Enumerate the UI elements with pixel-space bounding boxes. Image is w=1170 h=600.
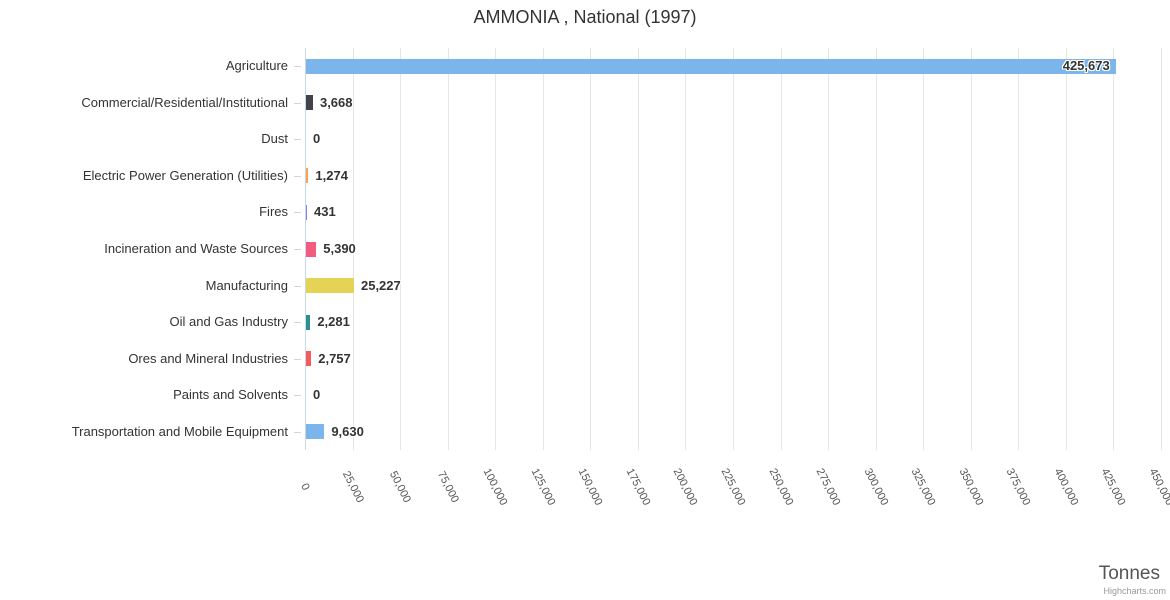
gridline <box>780 48 782 450</box>
category-axis-tick <box>294 66 301 67</box>
gridline <box>828 48 830 450</box>
gridline <box>923 48 925 450</box>
x-axis-tick-label: 250,000 <box>766 466 795 508</box>
x-axis-tick-label: 125,000 <box>528 466 558 508</box>
category-axis-tick <box>294 286 301 287</box>
category-label: Incineration and Waste Sources <box>104 241 288 256</box>
x-axis-tick-label: 425,000 <box>1099 466 1128 508</box>
x-axis-tick-label: 350,000 <box>956 466 986 508</box>
category-axis-tick <box>294 176 301 177</box>
x-axis-tick-label: 100,000 <box>480 466 510 508</box>
gridline <box>1018 48 1020 450</box>
gridline <box>352 48 354 450</box>
gridline <box>1161 48 1162 450</box>
x-axis-tick-label: 200,000 <box>671 466 700 508</box>
category-axis-tick <box>294 395 301 396</box>
value-label: 1,274 <box>315 167 348 183</box>
bar[interactable] <box>306 424 325 440</box>
gridline <box>400 48 402 450</box>
category-label: Commercial/Residential/Institutional <box>81 94 288 110</box>
value-label: 3,668 <box>319 94 353 110</box>
gridline <box>447 48 449 450</box>
category-label: Oil and Gas Industry <box>169 314 289 330</box>
x-axis-tick-label: 175,000 <box>623 466 653 508</box>
category-axis-tick <box>294 359 301 360</box>
bar[interactable] <box>306 314 311 330</box>
x-axis-tick-label: 75,000 <box>434 469 461 505</box>
value-label: 9,630 <box>331 423 364 439</box>
gridline <box>637 48 639 450</box>
gridline <box>495 48 497 450</box>
bar[interactable] <box>306 58 1116 74</box>
value-label: 0 <box>313 387 321 403</box>
x-axis-tick-label: 0 <box>298 481 312 493</box>
bar[interactable] <box>306 278 354 294</box>
gridline <box>875 48 877 450</box>
gridline <box>1113 48 1115 450</box>
category-axis-tick <box>294 249 301 250</box>
x-axis-tick-label: 400,000 <box>1051 466 1081 508</box>
category-axis-tick <box>294 432 301 433</box>
category-axis-tick <box>294 139 301 140</box>
category-axis-tick <box>294 322 301 323</box>
x-axis-tick-label: 450,000 <box>1146 466 1170 508</box>
gridline <box>1065 48 1067 450</box>
bar[interactable] <box>306 241 317 257</box>
gridline <box>590 48 592 450</box>
category-label: Electric Power Generation (Utilities) <box>82 167 288 183</box>
highcharts-credits[interactable]: Highcharts.com <box>1103 586 1166 596</box>
category-label: Dust <box>261 131 288 147</box>
gridline <box>970 48 972 450</box>
category-axis-line <box>305 48 306 450</box>
category-axis-tick <box>294 212 301 213</box>
value-label: 431 <box>314 204 336 220</box>
category-label: Paints and Solvents <box>173 387 288 403</box>
category-label: Agriculture <box>225 58 288 74</box>
x-axis-tick-label: 225,000 <box>718 466 748 508</box>
x-axis-tick-label: 300,000 <box>861 466 891 508</box>
bar[interactable] <box>306 204 307 220</box>
value-label: 0 <box>313 131 321 147</box>
category-label: Manufacturing <box>205 277 288 293</box>
gridline <box>542 48 544 450</box>
x-axis-tick-label: 325,000 <box>908 466 938 508</box>
x-axis-tick-label: 25,000 <box>339 469 366 505</box>
category-axis-tick <box>294 103 301 104</box>
x-axis-tick-label: 275,000 <box>813 466 843 508</box>
category-label: Ores and Mineral Industries <box>128 350 288 366</box>
chart-title: AMMONIA , National (1997) <box>473 7 697 27</box>
value-label: 2,281 <box>317 314 350 330</box>
value-label: 5,390 <box>323 241 356 256</box>
x-axis-tick-label: 375,000 <box>1003 466 1033 508</box>
bar[interactable] <box>306 95 313 111</box>
value-label: 25,227 <box>360 277 401 293</box>
value-label: 425,673 <box>1062 58 1110 74</box>
category-label: Transportation and Mobile Equipment <box>71 423 288 439</box>
gridline <box>733 48 734 450</box>
value-label: 2,757 <box>318 350 351 366</box>
bar[interactable] <box>306 168 309 184</box>
x-axis-title: Tonnes <box>1098 563 1160 584</box>
x-axis-tick-label: 150,000 <box>575 466 605 508</box>
category-label: Fires <box>259 204 288 220</box>
bar[interactable] <box>306 351 312 367</box>
x-axis-tick-label: 50,000 <box>387 469 414 505</box>
gridline <box>685 48 687 450</box>
